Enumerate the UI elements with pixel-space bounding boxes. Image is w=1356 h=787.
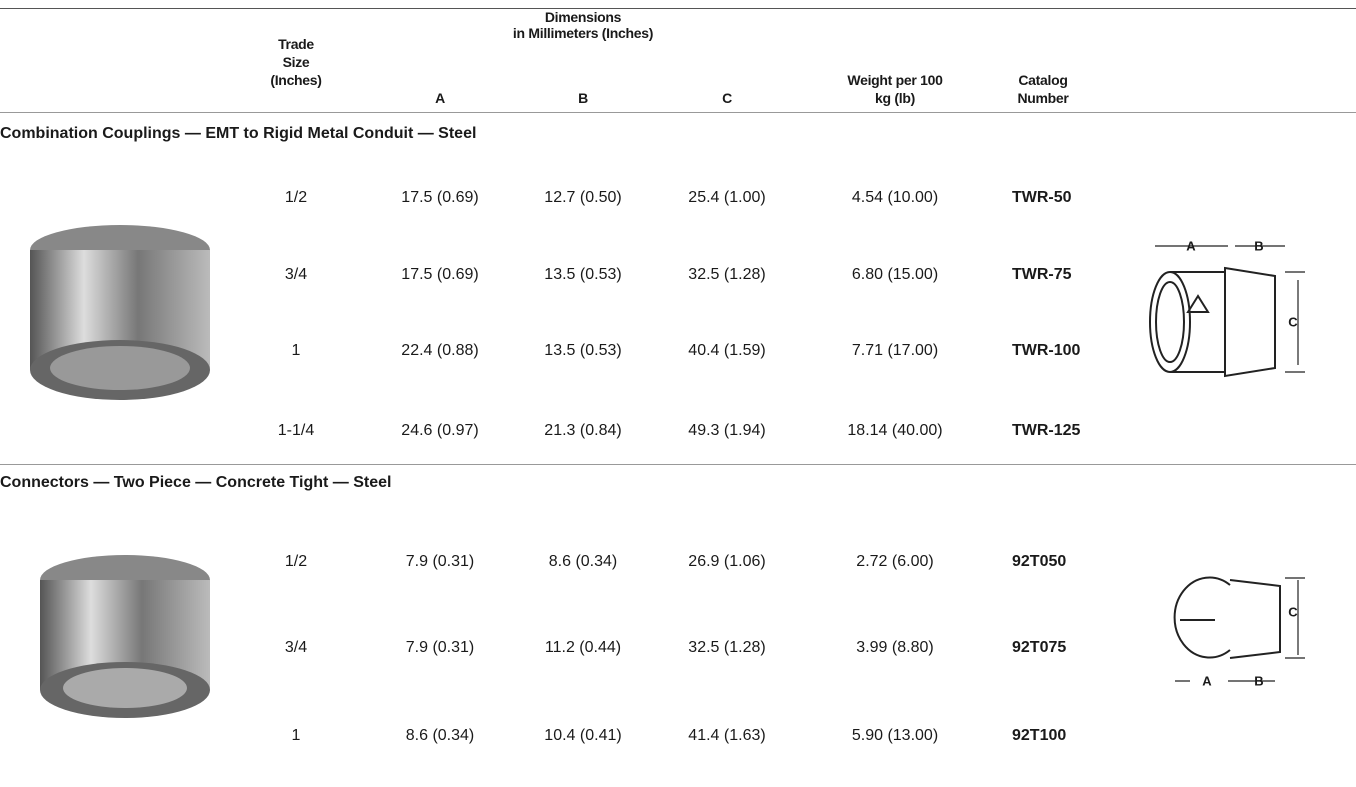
diagram-label: B	[1254, 238, 1264, 254]
cell: 22.4 (0.88)	[401, 342, 479, 359]
cell: 49.3 (1.94)	[688, 422, 766, 439]
rule	[0, 464, 1356, 465]
cell: 1-1/4	[277, 422, 315, 439]
rule	[0, 8, 1356, 9]
cell: 8.6 (0.34)	[548, 553, 618, 570]
header-trade-size: Trade	[278, 36, 314, 52]
cell: 26.9 (1.06)	[688, 553, 766, 570]
coupling-photo	[30, 225, 210, 400]
connector-diagram	[1173, 576, 1305, 682]
cell: 5.90 (13.00)	[851, 727, 939, 744]
section-title: Combination Couplings — EMT to Rigid Met…	[0, 125, 477, 142]
cell: 7.71 (17.00)	[851, 342, 939, 359]
section-title: Connectors — Two Piece — Concrete Tight …	[0, 474, 392, 491]
cell: 21.3 (0.84)	[544, 422, 622, 439]
cell: 18.14 (40.00)	[847, 422, 943, 439]
cell: 1	[291, 342, 301, 359]
cell: 41.4 (1.63)	[688, 727, 766, 744]
cell: 32.5 (1.28)	[688, 639, 766, 656]
cell: 10.4 (0.41)	[544, 727, 622, 744]
cell: 17.5 (0.69)	[401, 189, 479, 206]
cell: 17.5 (0.69)	[401, 266, 479, 283]
header-c: C	[722, 90, 732, 106]
catalog-number: 92T050	[1012, 553, 1067, 570]
catalog-number: 92T075	[1012, 639, 1067, 656]
catalog-number: TWR-100	[1012, 342, 1081, 359]
header-b: B	[578, 90, 588, 106]
cell: 1	[291, 727, 301, 744]
diagram-label: C	[1288, 604, 1298, 620]
header-dimensions: Dimensions	[544, 9, 622, 25]
header-weight: Weight per 100	[847, 72, 943, 88]
cell: 13.5 (0.53)	[544, 342, 622, 359]
header-trade-size: (Inches)	[270, 72, 322, 88]
catalog-number: TWR-50	[1012, 189, 1072, 206]
cell: 11.2 (0.44)	[544, 639, 622, 656]
cell: 7.9 (0.31)	[405, 639, 475, 656]
cell: 1/2	[284, 553, 308, 570]
coupling-diagram	[1149, 245, 1305, 378]
cell: 6.80 (15.00)	[851, 266, 939, 283]
cell: 24.6 (0.97)	[401, 422, 479, 439]
diagram-label: B	[1254, 673, 1264, 689]
cell: 32.5 (1.28)	[688, 266, 766, 283]
diagram-label: A	[1186, 238, 1196, 254]
diagram-label: A	[1202, 673, 1212, 689]
catalog-number: TWR-75	[1012, 266, 1072, 283]
header-catalog: Catalog	[1018, 72, 1068, 88]
catalog-number: 92T100	[1012, 727, 1067, 744]
header-catalog: Number	[1017, 90, 1069, 106]
diagram-label: C	[1288, 314, 1298, 330]
header-trade-size: Size	[282, 54, 310, 70]
rule	[0, 112, 1356, 113]
cell: 12.7 (0.50)	[544, 189, 622, 206]
catalog-number: TWR-125	[1012, 422, 1081, 439]
cell: 25.4 (1.00)	[688, 189, 766, 206]
connector-photo	[40, 555, 210, 718]
header-weight: kg (lb)	[875, 90, 915, 106]
header-a: A	[435, 90, 445, 106]
cell: 8.6 (0.34)	[405, 727, 475, 744]
cell: 2.72 (6.00)	[856, 553, 934, 570]
cell: 4.54 (10.00)	[851, 189, 939, 206]
header-dimensions: in Millimeters (Inches)	[512, 25, 654, 41]
cell: 3/4	[284, 639, 308, 656]
cell: 1/2	[284, 189, 308, 206]
cell: 40.4 (1.59)	[688, 342, 766, 359]
cell: 7.9 (0.31)	[405, 553, 475, 570]
cell: 3/4	[284, 266, 308, 283]
cell: 13.5 (0.53)	[544, 266, 622, 283]
cell: 3.99 (8.80)	[856, 639, 934, 656]
